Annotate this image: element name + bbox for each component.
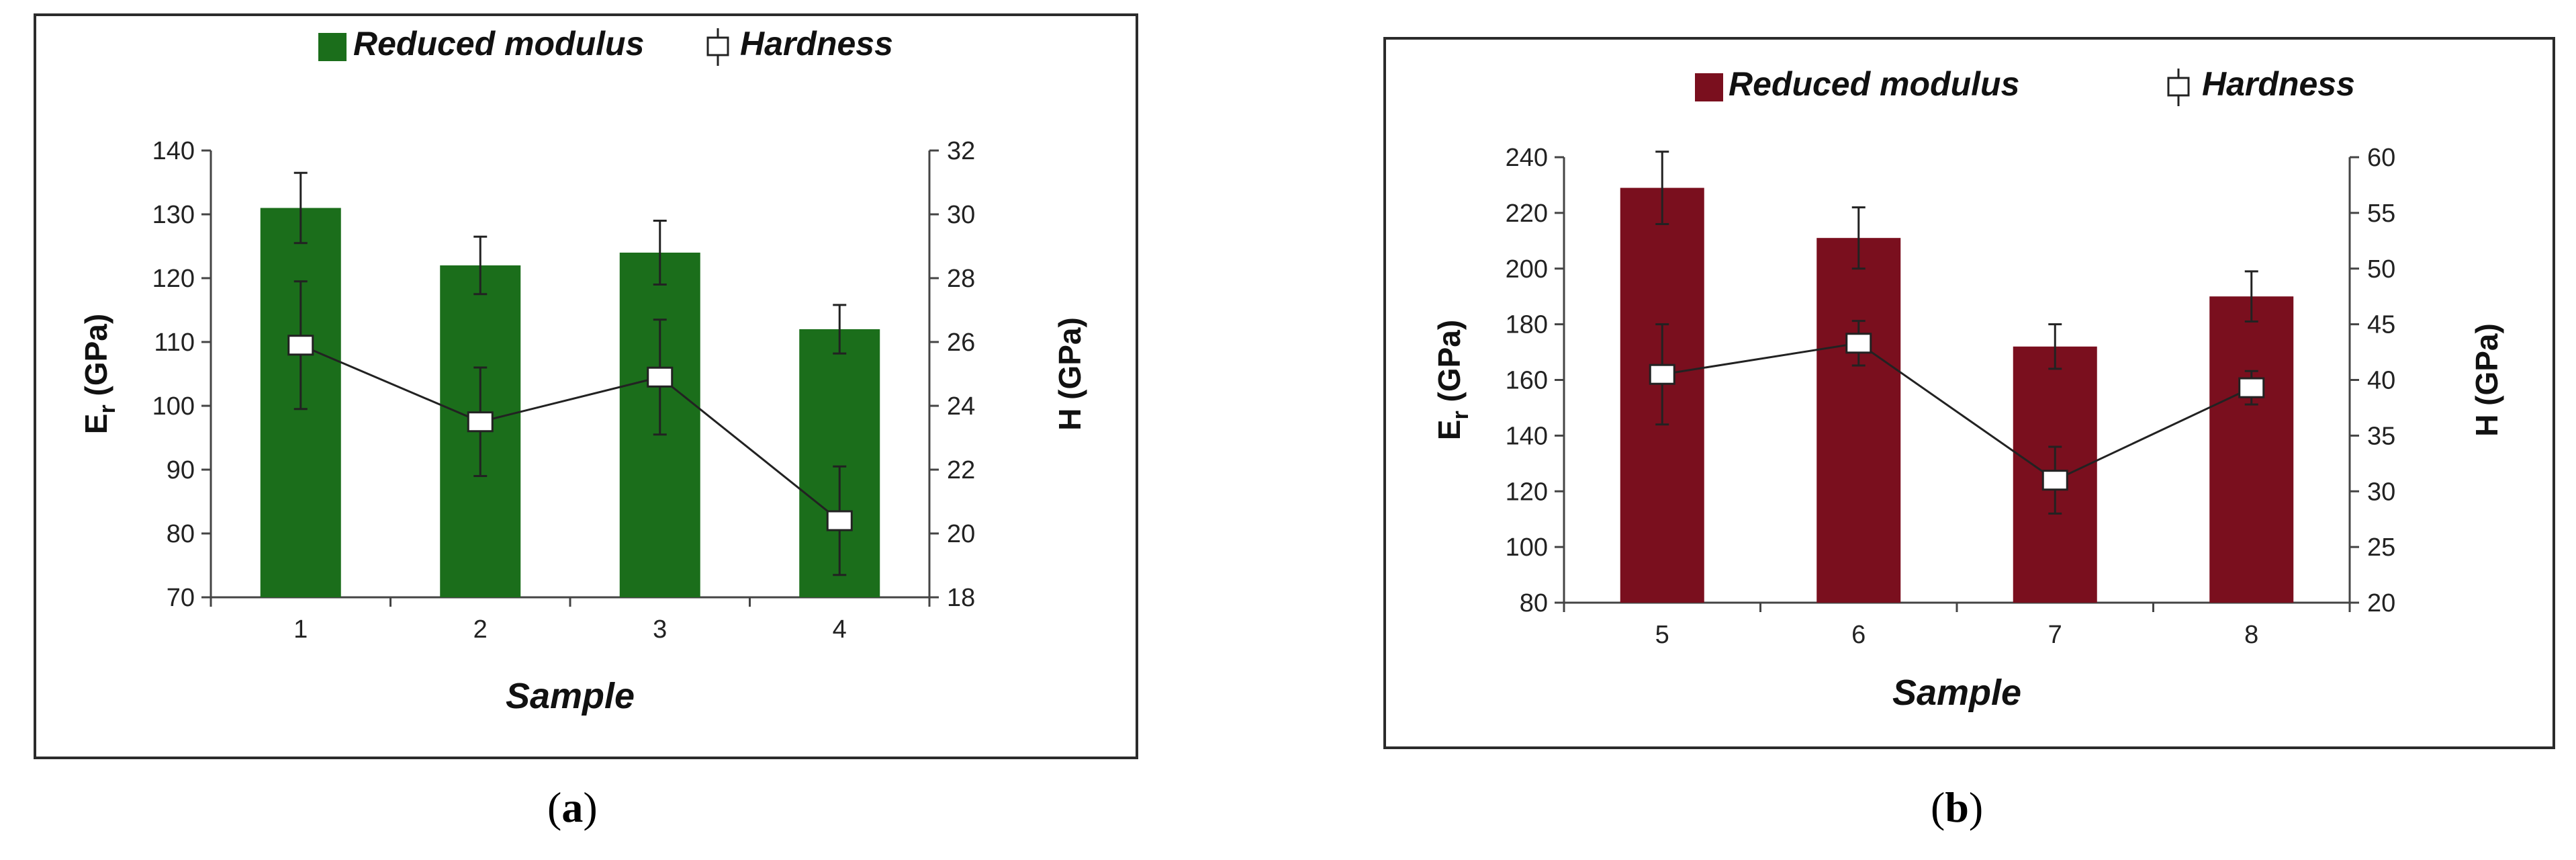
chart-b-y-tick-label: 120 (1506, 478, 1548, 506)
chart-b-y-right-tick-label: 35 (2367, 422, 2395, 450)
chart-a-y-right-axis-title: H (GPa) (1052, 317, 1087, 431)
chart-b-bar (2209, 296, 2294, 603)
chart-a-y-tick-label: 130 (152, 201, 195, 229)
chart-a-y-right-tick-label: 20 (947, 520, 975, 548)
chart-a-y-axis-title-unit: (GPa) (79, 314, 113, 404)
caption-b-label: b (1945, 783, 1969, 831)
chart-b-y-right-tick-label: 30 (2367, 478, 2395, 506)
chart-b-y-tick-label: 160 (1506, 367, 1548, 395)
chart-b-legend-swatch-hardness (2167, 77, 2190, 97)
chart-b-y-axis-title-sub: r (1448, 411, 1473, 419)
chart-b-y-tick-label: 220 (1506, 200, 1548, 228)
chart-b-y-right-tick-label: 20 (2367, 589, 2395, 617)
caption-b: (b) (1931, 783, 1984, 831)
chart-a-hardness-point (287, 335, 314, 356)
chart-a-hardness-point (647, 366, 674, 388)
chart-a-legend-label-hardness: Hardness (740, 25, 893, 62)
chart-a-y-axis-title-main: E (79, 414, 113, 435)
chart-a-hardness-line (300, 344, 841, 522)
chart-a-y-right-tick-label: 32 (947, 137, 975, 165)
chart-a-y-right-tick-label: 28 (947, 265, 975, 293)
chart-b-hardness-line (1662, 342, 2252, 482)
chart-a-y-right-tick-label: 18 (947, 584, 975, 612)
chart-b-y-right-tick-label: 45 (2367, 311, 2395, 339)
chart-b-y-tick-label: 240 (1506, 144, 1548, 172)
chart-b-y-tick-label: 100 (1506, 533, 1548, 562)
chart-a-y-right-tick-label: 22 (947, 456, 975, 484)
chart-a-y-tick-label: 70 (167, 584, 195, 612)
chart-a-x-tick-label: 2 (473, 615, 488, 644)
chart-a-y-tick-label: 80 (167, 520, 195, 548)
chart-a-y-tick-label: 100 (152, 392, 195, 421)
chart-a-legend-label-modulus: Reduced modulus (353, 25, 644, 62)
chart-b-x-tick-label: 6 (1851, 621, 1866, 649)
chart-a-hardness-point (826, 510, 853, 531)
chart-b-x-tick-label: 7 (2048, 621, 2062, 649)
chart-a-legend-swatch-hardness (706, 36, 729, 56)
chart-b-bar (1816, 238, 1901, 603)
chart-b-y-right-axis-title: H (GPa) (2469, 323, 2504, 437)
chart-a-y-tick-label: 90 (167, 456, 195, 484)
chart-a-x-tick-label: 1 (293, 615, 308, 644)
chart-b-y-right-tick-label: 25 (2367, 533, 2395, 562)
chart-a-y-right-tick-label: 30 (947, 201, 975, 229)
chart-b-y-tick-label: 80 (1520, 589, 1548, 617)
chart-b-y-tick-label: 180 (1506, 311, 1548, 339)
chart-b-x-tick-label: 5 (1655, 621, 1669, 649)
chart-b-y-right-tick-label: 50 (2367, 255, 2395, 284)
chart-b-y-axis-title-unit: (GPa) (1432, 320, 1467, 411)
chart-a-x-axis-title: Sample (506, 676, 635, 716)
chart-b-y-axis-title-main: E (1432, 420, 1467, 441)
chart-b-hardness-point (1649, 363, 1675, 385)
chart-a-legend-swatch-modulus (318, 33, 347, 61)
chart-b-y-right-tick-label: 60 (2367, 144, 2395, 172)
chart-a-x-tick-label: 4 (833, 615, 847, 644)
chart-b-x-axis-title: Sample (1892, 673, 2021, 713)
chart-b-hardness-point (2041, 470, 2068, 491)
chart-a-y-axis-title: Er (GPa) (79, 314, 120, 434)
chart-panel-b: 80 100 120 140 160 180 200 220 240 20 25 30 35 40 45 50… (1383, 37, 2555, 749)
chart-a-hardness-point (467, 411, 494, 433)
chart-a-y-right-tick-label: 26 (947, 329, 975, 357)
chart-a-y-tick-label: 120 (152, 265, 195, 293)
chart-b-y-tick-label: 140 (1506, 422, 1548, 450)
chart-b-hardness-point (1845, 333, 1872, 354)
chart-b-y-right-tick-label: 40 (2367, 367, 2395, 395)
chart-a-y-axis-title-sub: r (95, 404, 120, 413)
chart-b-y-tick-label: 200 (1506, 255, 1548, 284)
caption-a-label: a (561, 783, 584, 831)
chart-b-y-axis-title: Er (GPa) (1432, 320, 1473, 440)
chart-b-hardness-point (2238, 377, 2265, 398)
chart-a-y-tick-label: 110 (154, 329, 195, 357)
chart-a-y-tick-label: 140 (152, 137, 195, 165)
chart-a-y-right-tick-label: 24 (947, 392, 975, 421)
chart-panel-a: 70 80 90 100 110 120 130 140 18 20 22 24 26 28 30 32 1 2 3… (34, 13, 1138, 759)
chart-a-x-tick-label: 3 (653, 615, 667, 644)
chart-b-svg: 80 100 120 140 160 180 200 220 240 20 25 30 35 40 45 50… (1432, 65, 2504, 713)
caption-a: (a) (547, 783, 598, 831)
chart-b-x-tick-label: 8 (2244, 621, 2258, 649)
chart-b-legend-swatch-modulus (1695, 73, 1723, 101)
chart-a-svg: 70 80 90 100 110 120 130 140 18 20 22 24 26 28 30 32 1 2 3… (79, 25, 1087, 716)
chart-b-y-right-tick-label: 55 (2367, 200, 2395, 228)
chart-b-legend-label-modulus: Reduced modulus (1729, 65, 2019, 103)
chart-b-legend-label-hardness: Hardness (2202, 65, 2355, 103)
